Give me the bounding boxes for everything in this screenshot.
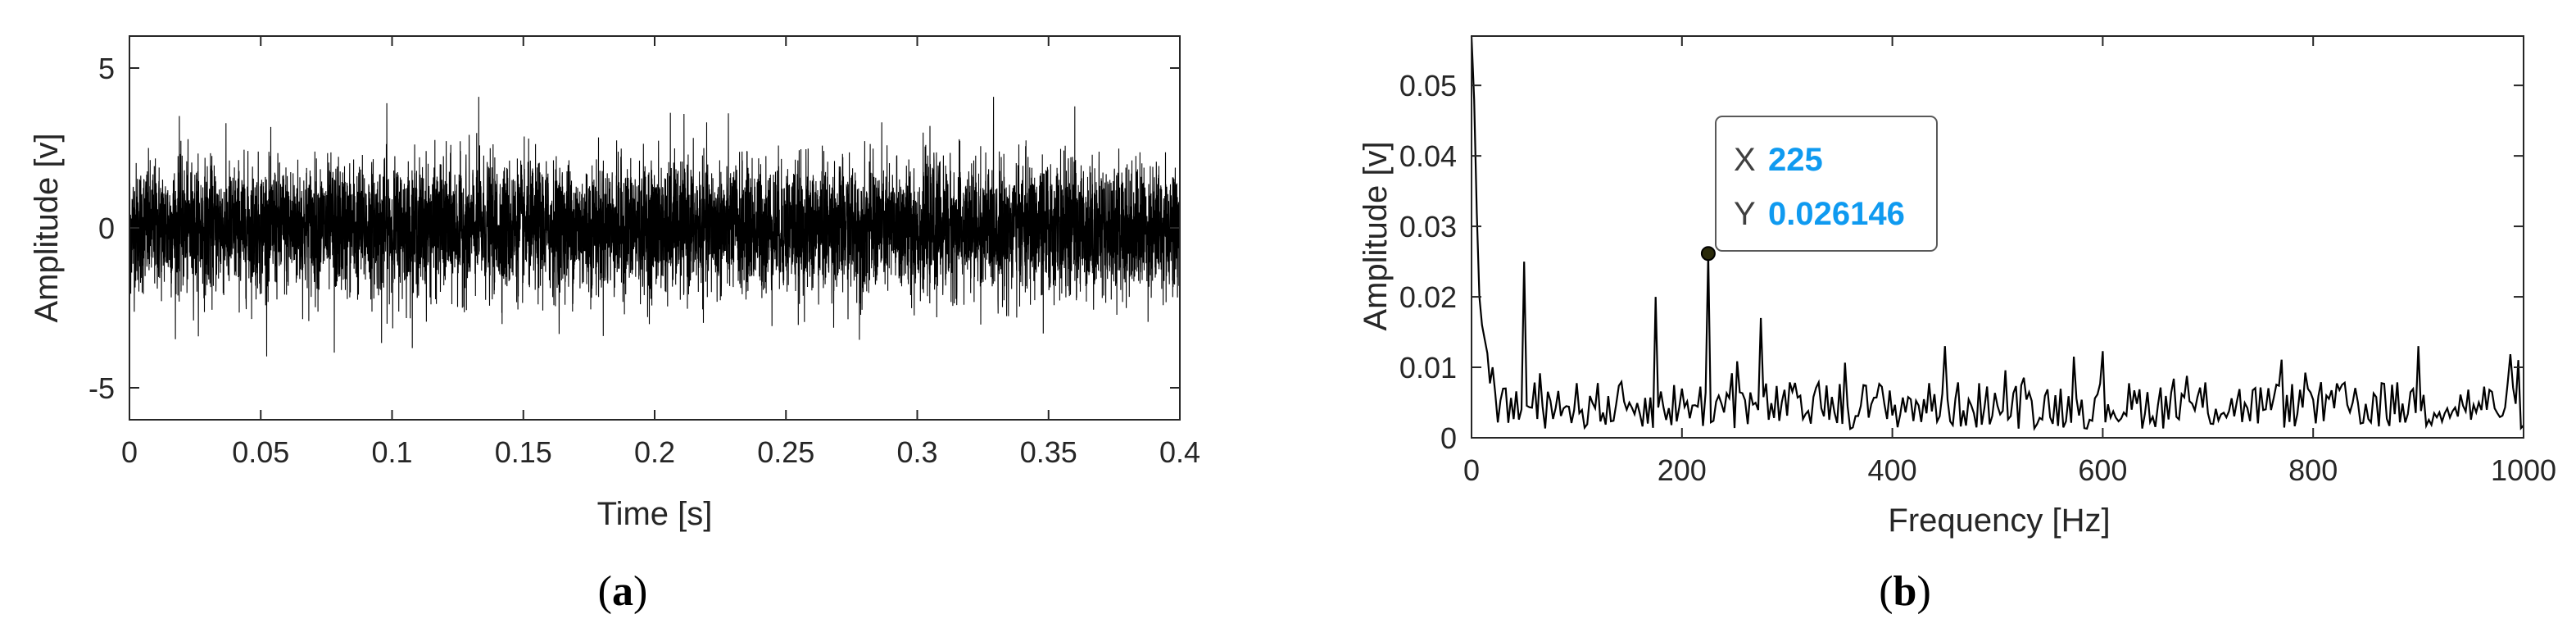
panel-b-x-ticks: 0 200 400 600 800 1000 (1463, 36, 2556, 487)
panel-b-x-tick-label: 600 (2078, 453, 2127, 487)
panel-a-x-tick-label: 0.35 (1020, 435, 1077, 469)
panel-b-y-ticks: 0 0.01 0.02 0.03 0.04 0.05 (1399, 69, 2524, 455)
panel-b-x-tick-label: 800 (2288, 453, 2338, 487)
time-signal-plot (129, 97, 1181, 357)
panel-a-y-tick-label: 5 (98, 52, 115, 85)
panel-a: 0 0.05 0.1 0.15 0.2 0.25 0.3 0.35 0.4 -505 Time … (29, 35, 1200, 615)
panel-a-x-tick-label: 0.4 (1159, 435, 1200, 469)
panel-a-x-tick-label: 0.1 (371, 435, 412, 469)
panel-b-caption: (b) (1879, 568, 1931, 615)
panel-a-y-axis-title: Amplitude [v] (29, 133, 65, 322)
panel-b-x-tick-label: 1000 (2491, 453, 2556, 487)
data-tip-x-value: 225 (1768, 142, 1823, 178)
panel-a-x-tick-label: 0.15 (495, 435, 552, 469)
data-tip-y-value: 0.026146 (1768, 196, 1905, 232)
panel-a-y-tick-label: -5 (88, 371, 115, 405)
spectrum-trace (1470, 35, 2524, 431)
data-tip-y-label: Y (1734, 196, 1756, 232)
time-signal-trace (129, 97, 1181, 357)
panel-a-x-tick-label: 0 (121, 435, 138, 469)
data-tip-x-label: X (1734, 142, 1756, 178)
panel-a-y-ticks: -5 0 5 (88, 52, 1180, 405)
data-tip[interactable]: X 225 Y 0.026146 (1700, 116, 1938, 262)
panel-a-x-ticks: 0 0.05 0.1 0.15 0.2 0.25 0.3 0.35 0.4 (121, 36, 1200, 469)
panel-a-x-tick-label: 0.3 (896, 435, 937, 469)
panel-a-x-tick-label: 0.2 (634, 435, 675, 469)
panel-b-x-tick-label: 0 (1463, 453, 1480, 487)
panel-b-y-tick-label: 0.05 (1399, 69, 1457, 102)
panel-b-y-tick-label: 0.03 (1399, 210, 1457, 243)
panel-b-y-tick-label: 0.02 (1399, 280, 1457, 314)
data-tip-marker[interactable] (1700, 246, 1716, 262)
panel-a-x-tick-label: 0.25 (757, 435, 814, 469)
panel-b-y-tick-label: 0.01 (1399, 351, 1457, 384)
data-tip-box (1715, 116, 1938, 252)
panel-a-caption: (a) (598, 568, 648, 615)
panel-b-axes-box (1471, 35, 2524, 439)
panel-b-x-axis-title: Frequency [Hz] (1888, 503, 2110, 539)
panel-b-x-tick-label: 200 (1658, 453, 1707, 487)
panel-a-y-tick-label: 0 (98, 212, 115, 245)
panel-b-y-tick-label: 0.04 (1399, 139, 1457, 173)
panel-a-x-axis-title: Time [s] (597, 496, 713, 532)
panel-a-x-tick-label: 0.05 (232, 435, 289, 469)
panel-b-y-axis-title: Amplitude [v] (1358, 141, 1394, 330)
panel-b-x-tick-label: 400 (1868, 453, 1917, 487)
panel-b-y-tick-label: 0 (1440, 421, 1457, 455)
spectrum-plot (1470, 35, 2524, 431)
panel-b: 0 200 400 600 800 1000 00.010.020.030.040.05 … (1358, 35, 2556, 615)
